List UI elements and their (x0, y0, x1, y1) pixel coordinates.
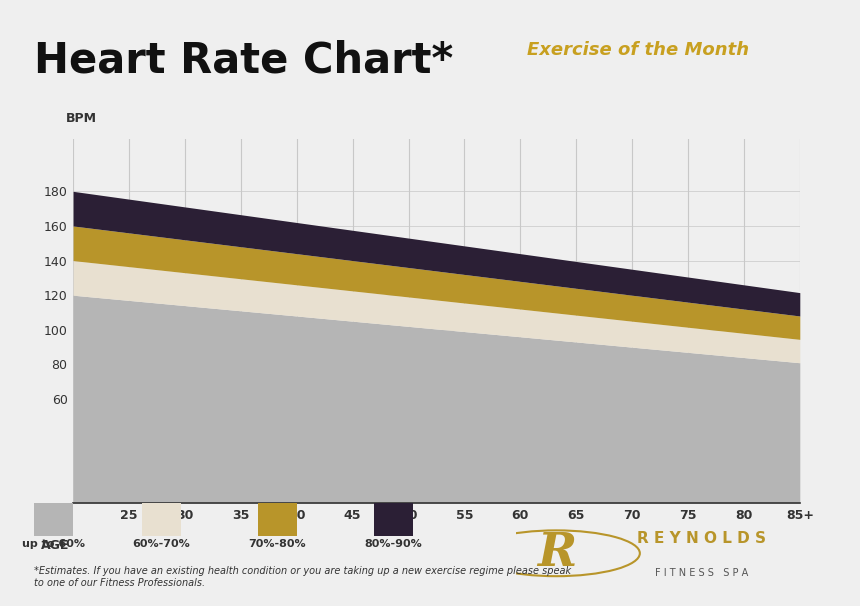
Polygon shape (430, 24, 452, 76)
Text: 80%-90%: 80%-90% (365, 539, 422, 550)
Text: Heart Rate Chart*: Heart Rate Chart* (34, 39, 454, 81)
Text: F I T N E S S   S P A: F I T N E S S S P A (655, 568, 748, 578)
Text: *Estimates. If you have an existing health condition or you are taking up a new : *Estimates. If you have an existing heal… (34, 566, 572, 588)
Text: R E Y N O L D S: R E Y N O L D S (637, 531, 766, 547)
Text: 60%-70%: 60%-70% (132, 539, 190, 550)
Text: R: R (537, 530, 576, 576)
Text: Exercise of the Month: Exercise of the Month (527, 41, 749, 59)
Text: up to 60%: up to 60% (22, 539, 85, 550)
Text: BPM: BPM (66, 112, 97, 125)
Text: AGE: AGE (41, 539, 70, 552)
Text: 70%-80%: 70%-80% (249, 539, 306, 550)
